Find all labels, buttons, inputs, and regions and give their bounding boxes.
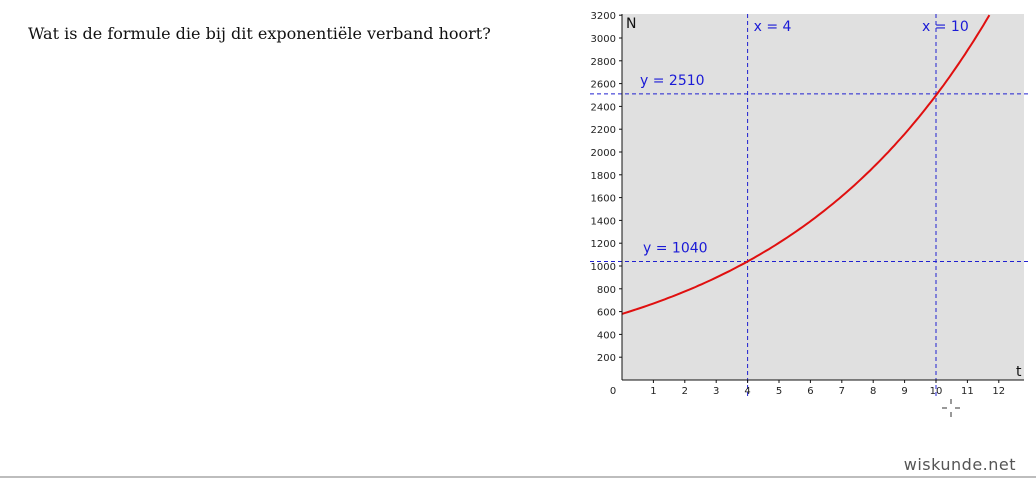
crosshair-cursor-icon (942, 399, 960, 417)
x-tick-label: 1 (650, 386, 656, 397)
y-tick-label: 2800 (591, 57, 616, 68)
x-tick-label: 4 (744, 386, 750, 397)
y-tick-label: 1800 (591, 171, 616, 182)
question-text: Wat is de formule die bij dit exponentië… (28, 24, 491, 43)
y-tick-label: 3200 (591, 11, 616, 22)
x-tick-label: 11 (961, 386, 974, 397)
y-tick-label: 2400 (591, 102, 616, 113)
x-tick-label: 3 (713, 386, 719, 397)
vertical-guide-label: x = 10 (922, 19, 969, 35)
y-tick-label: 1000 (591, 262, 616, 273)
x-tick-label: 7 (839, 386, 845, 397)
x-tick-label: 10 (930, 386, 943, 397)
y-tick-label: 2600 (591, 80, 616, 91)
x-axis-label: t (1016, 364, 1022, 380)
horizontal-guide-label: y = 2510 (640, 73, 705, 89)
y-tick-label: 200 (597, 353, 616, 364)
y-tick-label: 400 (597, 330, 616, 341)
x-tick-label: 12 (992, 386, 1005, 397)
x-tick-label: 0 (610, 386, 616, 397)
x-tick-label: 9 (901, 386, 907, 397)
y-axis-label: N (626, 16, 636, 32)
y-tick-label: 1600 (591, 194, 616, 205)
y-tick-label: 800 (597, 285, 616, 296)
exponential-curve (621, 14, 991, 315)
y-tick-label: 1400 (591, 216, 616, 227)
y-tick-label: 2000 (591, 148, 616, 159)
plot-background (622, 14, 1024, 380)
x-tick-label: 8 (870, 386, 876, 397)
y-tick-label: 1200 (591, 239, 616, 250)
bottom-divider (0, 476, 1036, 478)
watermark-logo: wiskunde.net (903, 455, 1016, 474)
y-tick-label: 600 (597, 308, 616, 319)
horizontal-guide-label: y = 1040 (643, 240, 708, 256)
x-tick-label: 5 (776, 386, 782, 397)
vertical-guide-label: x = 4 (754, 19, 792, 35)
x-tick-label: 2 (682, 386, 688, 397)
y-tick-label: 3000 (591, 34, 616, 45)
y-tick-label: 2200 (591, 125, 616, 136)
x-tick-label: 6 (807, 386, 813, 397)
